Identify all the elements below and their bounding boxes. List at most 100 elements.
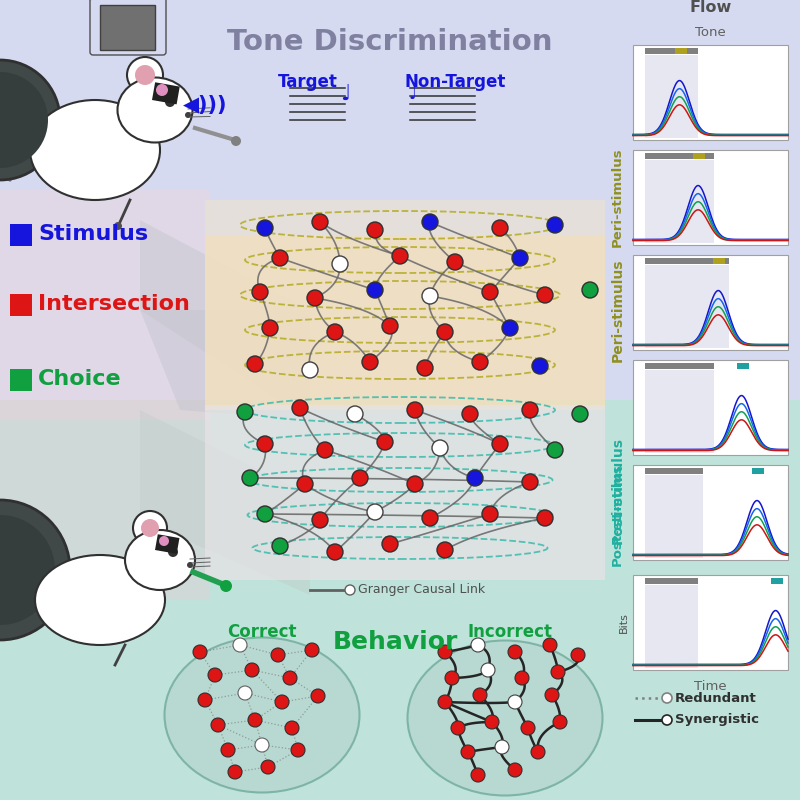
Bar xyxy=(10,369,32,391)
Circle shape xyxy=(512,250,528,266)
Circle shape xyxy=(185,112,191,118)
Circle shape xyxy=(242,470,258,486)
Circle shape xyxy=(502,320,518,336)
Circle shape xyxy=(382,318,398,334)
Circle shape xyxy=(257,436,273,452)
Circle shape xyxy=(437,542,453,558)
Circle shape xyxy=(662,715,672,725)
Circle shape xyxy=(407,476,423,492)
Circle shape xyxy=(291,743,305,757)
Bar xyxy=(633,150,788,245)
Circle shape xyxy=(262,320,278,336)
Circle shape xyxy=(261,760,275,774)
Bar xyxy=(646,160,714,243)
Circle shape xyxy=(571,648,585,662)
Bar xyxy=(674,48,686,54)
Circle shape xyxy=(272,538,288,554)
Ellipse shape xyxy=(118,78,193,142)
Bar xyxy=(646,55,698,138)
Bar xyxy=(693,153,705,159)
Circle shape xyxy=(492,436,508,452)
Circle shape xyxy=(438,645,452,659)
Bar xyxy=(155,534,179,554)
Circle shape xyxy=(0,72,48,168)
Polygon shape xyxy=(140,410,310,595)
Circle shape xyxy=(238,686,252,700)
Circle shape xyxy=(471,638,485,652)
Circle shape xyxy=(347,406,363,422)
Circle shape xyxy=(462,406,478,422)
Circle shape xyxy=(551,665,565,679)
Text: Choice: Choice xyxy=(38,369,122,389)
Circle shape xyxy=(292,400,308,416)
Text: Redundant: Redundant xyxy=(675,691,757,705)
Circle shape xyxy=(156,84,168,96)
Circle shape xyxy=(377,434,393,450)
Bar xyxy=(633,575,788,670)
Circle shape xyxy=(422,288,438,304)
Ellipse shape xyxy=(35,555,165,645)
Circle shape xyxy=(438,695,452,709)
Bar xyxy=(646,475,702,558)
Circle shape xyxy=(422,214,438,230)
Circle shape xyxy=(271,648,285,662)
Circle shape xyxy=(547,217,563,233)
Circle shape xyxy=(141,519,159,537)
Bar xyxy=(752,468,764,474)
Circle shape xyxy=(485,715,499,729)
Circle shape xyxy=(245,663,259,677)
Circle shape xyxy=(211,718,225,732)
Circle shape xyxy=(495,740,509,754)
Circle shape xyxy=(473,688,487,702)
Circle shape xyxy=(367,222,383,238)
Circle shape xyxy=(492,220,508,236)
Bar xyxy=(0,400,210,600)
Bar xyxy=(205,405,605,580)
Bar xyxy=(205,200,605,235)
Text: Intersection: Intersection xyxy=(38,294,190,314)
Ellipse shape xyxy=(165,638,359,793)
Circle shape xyxy=(422,510,438,526)
Bar xyxy=(633,465,788,560)
Circle shape xyxy=(515,671,529,685)
Circle shape xyxy=(283,671,297,685)
Circle shape xyxy=(168,547,178,557)
Circle shape xyxy=(193,645,207,659)
Circle shape xyxy=(382,536,398,552)
Polygon shape xyxy=(140,220,310,420)
Circle shape xyxy=(114,222,122,230)
Text: Correct: Correct xyxy=(227,623,297,641)
Bar xyxy=(100,5,155,50)
Text: ♩: ♩ xyxy=(340,84,350,104)
Circle shape xyxy=(482,506,498,522)
Circle shape xyxy=(407,402,423,418)
Text: Synergistic: Synergistic xyxy=(675,714,759,726)
Circle shape xyxy=(252,284,268,300)
Text: Time: Time xyxy=(694,680,727,693)
Bar xyxy=(0,190,210,420)
Text: Peri-stimulus: Peri-stimulus xyxy=(611,258,625,362)
Circle shape xyxy=(367,504,383,520)
Circle shape xyxy=(662,693,672,703)
Bar xyxy=(646,578,698,584)
Circle shape xyxy=(437,324,453,340)
Bar xyxy=(646,265,729,348)
Circle shape xyxy=(247,356,263,372)
Circle shape xyxy=(547,442,563,458)
Text: Behavior: Behavior xyxy=(332,630,458,654)
Text: Incorrect: Incorrect xyxy=(467,623,553,641)
Circle shape xyxy=(165,97,175,107)
Circle shape xyxy=(522,474,538,490)
Circle shape xyxy=(297,476,313,492)
Polygon shape xyxy=(140,310,310,420)
Bar xyxy=(646,363,714,369)
Circle shape xyxy=(522,402,538,418)
Bar xyxy=(633,45,788,140)
Circle shape xyxy=(305,643,319,657)
Bar xyxy=(205,405,605,580)
Circle shape xyxy=(392,248,408,264)
Bar xyxy=(646,153,714,159)
Text: Post-stimulus: Post-stimulus xyxy=(611,437,625,543)
Circle shape xyxy=(537,510,553,526)
Circle shape xyxy=(553,715,567,729)
